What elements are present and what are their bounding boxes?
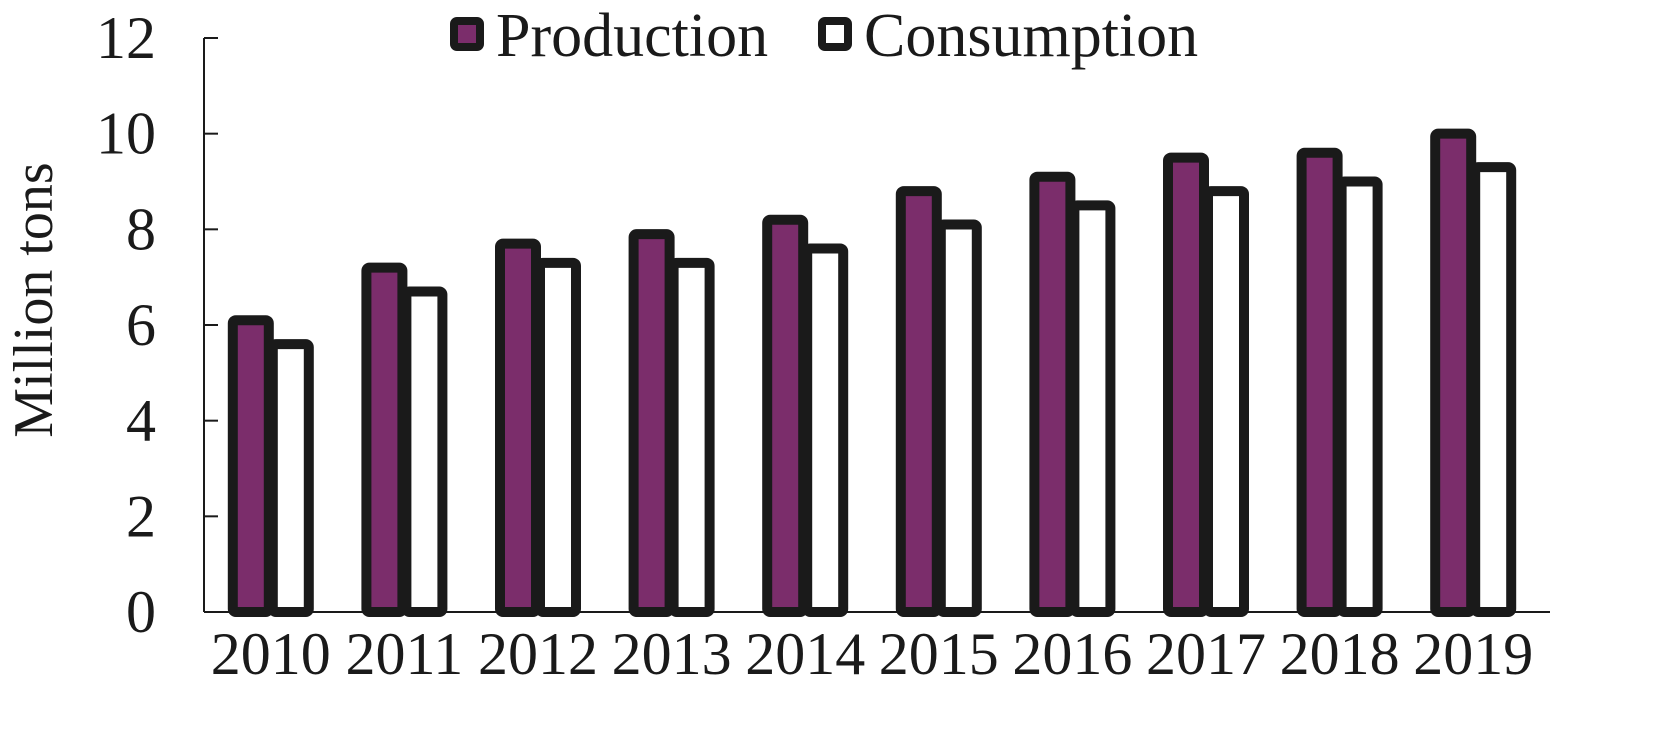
bar-production-2014 [762, 214, 809, 617]
bar-consumption-2019 [1470, 162, 1517, 617]
bar-production-2015 [895, 186, 942, 617]
x-tick-label: 2017 [1146, 621, 1266, 687]
bar-production-2019 [1430, 128, 1477, 618]
y-tick-label: 0 [126, 579, 156, 645]
bar-production-2011 [361, 262, 408, 617]
bar-consumption-2014 [802, 243, 849, 617]
bar-production-2018 [1296, 147, 1343, 618]
legend: Production Consumption [450, 2, 1198, 70]
legend-swatch-production [450, 17, 484, 51]
legend-swatch-consumption [818, 17, 852, 51]
x-tick-label: 2018 [1280, 621, 1400, 687]
y-tick-label: 4 [126, 388, 156, 454]
y-axis: 0 2 4 6 8 10 12 [96, 5, 218, 645]
bar-consumption-2011 [401, 286, 448, 617]
y-tick-label: 2 [126, 483, 156, 549]
x-tick-label: 2010 [211, 621, 331, 687]
bar-consumption-2017 [1203, 186, 1249, 617]
bar-consumption-2016 [1069, 200, 1116, 618]
y-tick-label: 8 [126, 196, 156, 262]
bar-consumption-2018 [1336, 176, 1383, 617]
y-tick-label: 6 [126, 292, 156, 358]
x-tick-label: 2013 [612, 621, 732, 687]
bar-consumption-2010 [267, 339, 314, 617]
x-axis: 2010 2011 2012 2013 2014 2015 2016 2017 2018 2019 [204, 611, 1550, 687]
x-tick-label: 2016 [1012, 621, 1132, 687]
bar-production-2017 [1163, 152, 1209, 617]
legend-label-production: Production [496, 2, 768, 70]
x-tick-label: 2019 [1413, 621, 1533, 687]
bar-production-2016 [1029, 171, 1076, 617]
bars [227, 128, 1517, 618]
y-axis-title: Million tons [3, 162, 65, 437]
bar-production-2010 [227, 315, 274, 617]
y-tick-label: 10 [96, 101, 156, 167]
bar-consumption-2013 [668, 257, 715, 617]
bar-consumption-2015 [935, 219, 982, 618]
x-tick-label: 2011 [346, 621, 464, 687]
legend-label-consumption: Consumption [864, 2, 1198, 70]
x-tick-label: 2012 [478, 621, 598, 687]
y-tick-label: 12 [96, 5, 156, 71]
bar-production-2012 [495, 238, 541, 618]
x-tick-label: 2015 [879, 621, 999, 687]
x-tick-label: 2014 [745, 621, 865, 687]
bar-consumption-2012 [535, 257, 581, 617]
bar-production-2013 [628, 229, 675, 617]
